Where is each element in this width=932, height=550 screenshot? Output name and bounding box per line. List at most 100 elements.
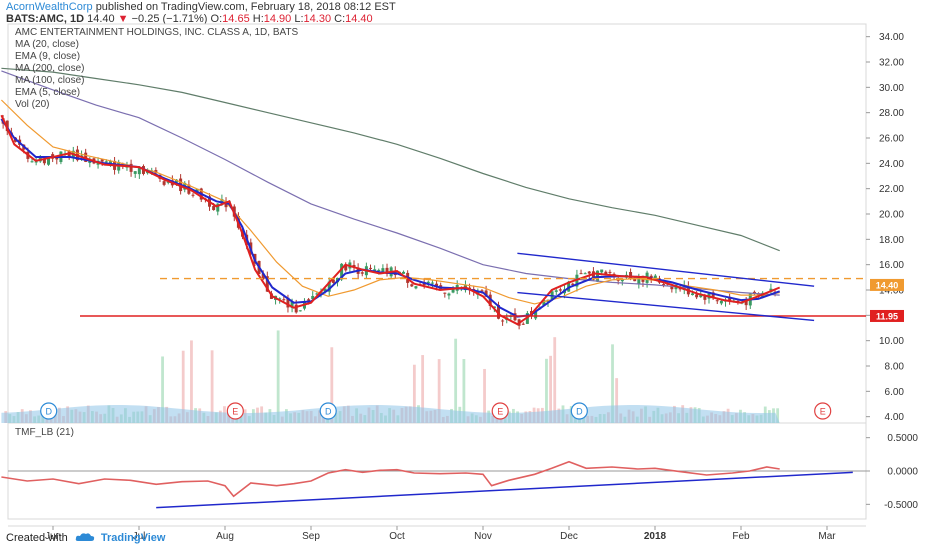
candle-body <box>604 271 608 275</box>
candle-body <box>47 156 51 165</box>
series-line-ema-5-close- <box>0 114 781 326</box>
last-price-box <box>870 278 904 291</box>
candle-body <box>554 290 558 292</box>
published-text: published on TradingView.com, February 1… <box>95 1 396 13</box>
candle-body <box>327 281 331 292</box>
candle-body <box>30 161 34 163</box>
event-marker-label: E <box>497 407 503 417</box>
candle-body <box>521 323 525 325</box>
candle-body <box>290 301 294 308</box>
indicator-label: TMF_LB (21) <box>15 427 74 438</box>
candle-body <box>447 293 451 296</box>
candle-body <box>108 161 112 164</box>
x-tick-label: 2018 <box>644 531 667 542</box>
candle-body <box>443 292 447 294</box>
indicator-tick-label: 0.5000 <box>887 433 918 444</box>
y-tick-label: 6.00 <box>885 387 905 398</box>
candle-body <box>695 294 699 298</box>
volume-bar <box>549 355 552 423</box>
candle-body <box>265 276 269 292</box>
candle-body <box>488 294 492 306</box>
candle-body <box>166 181 170 183</box>
candle-body <box>137 167 141 175</box>
candle-body <box>670 286 674 290</box>
candle-body <box>298 310 302 312</box>
volume-bar <box>412 364 416 423</box>
volume-ma-area <box>1 405 780 423</box>
candle-body <box>195 188 199 193</box>
volume-bar <box>553 337 557 423</box>
candle-body <box>191 194 195 196</box>
tmf-line <box>1 460 780 498</box>
volume-bar <box>210 350 214 423</box>
candle-body <box>261 273 265 280</box>
tradingview-brand[interactable]: TradingView <box>100 532 166 544</box>
candle-body <box>129 163 133 172</box>
low-value: 14.30 <box>303 13 332 25</box>
candle-body <box>426 281 430 284</box>
candle-body <box>315 293 319 295</box>
legend-ma20: MA (20, close) <box>15 39 79 50</box>
candle-body <box>534 311 538 319</box>
event-marker-label: D <box>45 407 52 417</box>
candle-body <box>484 290 488 297</box>
candle-body <box>542 300 546 306</box>
candle-body <box>34 161 38 163</box>
volume-bar <box>545 358 548 423</box>
close-label: C: <box>334 13 346 25</box>
candle-body <box>224 201 228 208</box>
close-value: 14.40 <box>345 13 373 25</box>
candle-body <box>360 272 364 274</box>
x-tick-label: Mar <box>818 531 836 542</box>
last-price: 14.40 <box>87 13 115 25</box>
candle-body <box>629 271 633 279</box>
volume-bar <box>454 338 458 423</box>
series-line-ma-200-close- <box>1 67 780 252</box>
candle-body <box>480 290 484 292</box>
tmf-trend-line <box>156 471 853 509</box>
candle-body <box>410 284 414 287</box>
y-tick-label: 34.00 <box>879 32 904 43</box>
y-tick-label: 24.00 <box>879 159 904 170</box>
dividend-marker <box>570 402 588 420</box>
series-line-ma-100-close- <box>1 70 780 296</box>
publication-header: AcornWealthCorp published on TradingView… <box>6 1 396 13</box>
high-label: H: <box>252 13 264 25</box>
legend-ema5: EMA (5, close) <box>15 87 81 98</box>
candle-body <box>100 159 104 162</box>
candle-body <box>690 293 694 296</box>
y-tick-label: 22.00 <box>879 184 904 195</box>
volume-bar <box>483 368 486 423</box>
candle-body <box>653 275 657 280</box>
candle-body <box>311 295 315 300</box>
earnings-marker <box>491 402 509 420</box>
candle-body <box>294 304 298 313</box>
candle-body <box>501 320 505 322</box>
dividend-marker <box>319 402 337 420</box>
candle-body <box>600 269 604 273</box>
x-tick-label: Oct <box>389 531 405 542</box>
earnings-marker <box>226 402 244 420</box>
volume-bar <box>462 358 466 423</box>
legend-ema9: EMA (9, close) <box>15 51 81 62</box>
candle-body <box>323 288 327 292</box>
x-tick-label: Jun <box>45 531 61 542</box>
volume-bar <box>161 356 164 423</box>
candle-body <box>162 181 166 185</box>
candle-body <box>662 284 666 286</box>
candle-body <box>216 203 220 212</box>
candle-body <box>587 271 591 274</box>
candle-body <box>402 271 406 274</box>
candle-body <box>435 283 439 287</box>
candle-body <box>430 282 434 284</box>
candle-body <box>331 279 335 283</box>
open-value: 14.65 <box>222 13 250 25</box>
author-link[interactable]: AcornWealthCorp <box>6 1 93 13</box>
indicator-tick-label: -0.5000 <box>884 500 918 511</box>
y-tick-label: 4.00 <box>885 412 905 423</box>
low-label: L: <box>294 13 304 25</box>
candle-body <box>583 273 587 275</box>
candle-body <box>496 304 500 319</box>
candle-body <box>513 313 517 321</box>
